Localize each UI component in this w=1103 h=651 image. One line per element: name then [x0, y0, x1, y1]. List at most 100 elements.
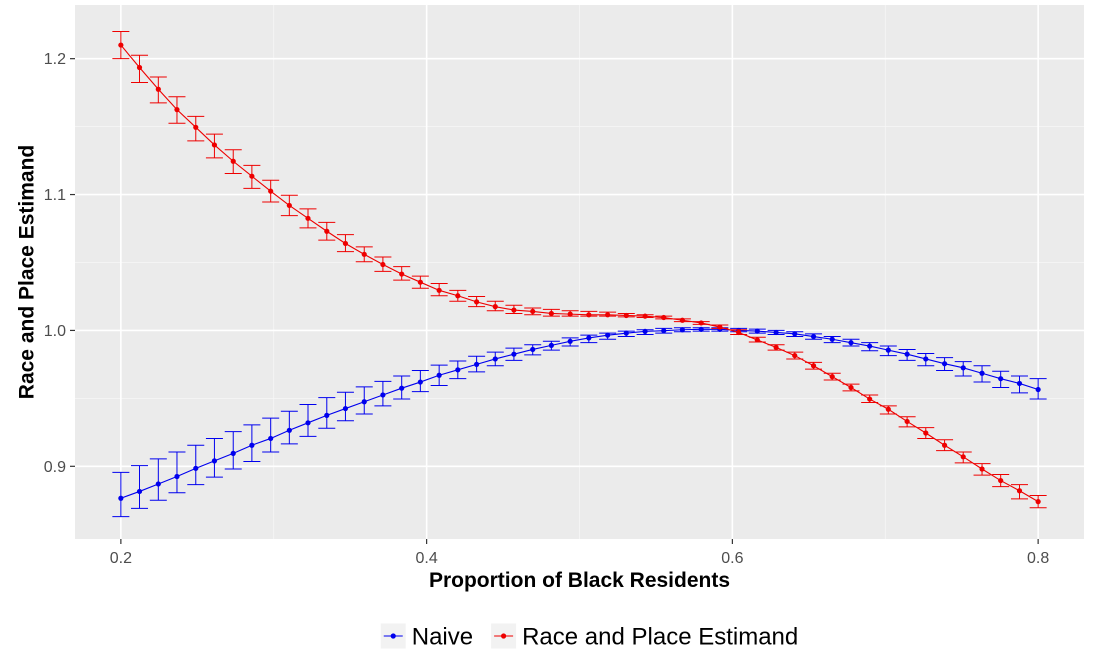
data-point: [885, 406, 891, 412]
data-point: [941, 361, 948, 367]
y-tick-label: 1.1: [44, 187, 66, 204]
data-point: [249, 442, 255, 448]
data-point: [492, 356, 498, 362]
x-tick-label: 0.4: [415, 550, 437, 567]
data-point: [754, 337, 760, 343]
data-point: [548, 342, 554, 348]
y-tick-label: 0.9: [44, 459, 66, 476]
data-point: [698, 326, 704, 332]
data-point: [211, 458, 218, 464]
error-bar: [280, 410, 298, 445]
data-point: [155, 481, 161, 487]
legend-item-naive: Naive: [380, 623, 473, 651]
data-point: [904, 351, 910, 357]
data-point: [661, 328, 667, 334]
data-point: [455, 367, 461, 373]
error-bar: [168, 451, 186, 494]
series-race-and-place-estimand: [112, 30, 1047, 509]
data-point: [380, 261, 386, 268]
data-point: [193, 124, 199, 130]
data-point: [268, 435, 274, 442]
data-point: [623, 312, 629, 319]
data-point: [530, 346, 536, 353]
data-point: [867, 343, 873, 349]
data-point: [623, 330, 629, 336]
data-point: [717, 324, 723, 330]
data-point: [380, 392, 386, 398]
data-point: [642, 328, 648, 334]
data-point: [305, 215, 311, 221]
data-point: [1035, 499, 1041, 505]
y-axis: 0.9 1.0 1.1 1.2: [44, 51, 75, 476]
data-point: [661, 314, 667, 321]
data-point: [979, 466, 985, 472]
x-tick-label: 0.2: [110, 550, 132, 567]
data-point: [324, 228, 330, 234]
data-point: [1035, 386, 1041, 393]
legend-label: Race and Place Estimand: [522, 624, 798, 651]
data-point: [829, 336, 835, 342]
data-point: [193, 465, 199, 471]
data-point: [136, 488, 143, 495]
error-bar: [262, 417, 280, 453]
legend-key: [491, 623, 517, 649]
y-axis-title: Race and Place Estimand: [15, 145, 38, 399]
legend-key: [380, 623, 406, 649]
legend-item-race-and-place-estimand: Race and Place Estimand: [491, 623, 798, 651]
data-point: [530, 308, 536, 315]
data-point: [829, 374, 835, 380]
data-point: [998, 376, 1004, 382]
data-point: [605, 332, 611, 338]
series-naive: [112, 326, 1047, 518]
data-point: [230, 158, 236, 164]
x-axis: 0.2 0.4 0.6 0.8: [110, 539, 1049, 567]
data-point: [792, 331, 798, 337]
data-point: [324, 412, 330, 418]
y-tick-label: 1.0: [44, 323, 66, 340]
data-point: [998, 477, 1004, 484]
data-point: [810, 363, 817, 369]
data-point: [960, 454, 966, 460]
x-tick-label: 0.6: [721, 550, 743, 567]
data-point: [867, 396, 873, 402]
data-point: [174, 107, 180, 113]
data-point: [848, 384, 854, 391]
series-layer: [112, 30, 1047, 518]
data-point: [1016, 380, 1023, 387]
data-point: [474, 299, 480, 305]
data-point: [268, 188, 274, 194]
data-point: [511, 307, 517, 313]
data-point: [736, 329, 742, 336]
data-point: [230, 450, 236, 456]
grid-minor: [75, 5, 1084, 539]
x-tick-label: 0.8: [1027, 550, 1049, 567]
data-point: [923, 430, 929, 436]
data-point: [436, 287, 442, 293]
data-point: [399, 385, 405, 391]
data-point: [792, 352, 798, 359]
data-point: [885, 347, 891, 353]
data-point: [1016, 488, 1023, 494]
data-point: [567, 338, 573, 344]
error-bar: [149, 458, 167, 501]
data-point: [960, 365, 966, 371]
data-point: [286, 202, 292, 209]
data-point: [361, 399, 367, 405]
data-point: [754, 328, 760, 334]
data-point: [417, 279, 423, 285]
data-point: [698, 320, 704, 326]
data-point: [923, 356, 929, 362]
data-point: [904, 418, 910, 425]
legend-key-point: [390, 633, 396, 639]
data-point: [548, 310, 554, 317]
data-point: [118, 495, 124, 501]
data-point: [118, 42, 124, 48]
error-bar: [224, 431, 242, 470]
data-point: [511, 351, 517, 357]
data-point: [941, 442, 948, 448]
data-point: [773, 329, 779, 336]
data-point: [679, 317, 685, 323]
data-point: [474, 361, 480, 367]
data-point: [586, 312, 592, 318]
